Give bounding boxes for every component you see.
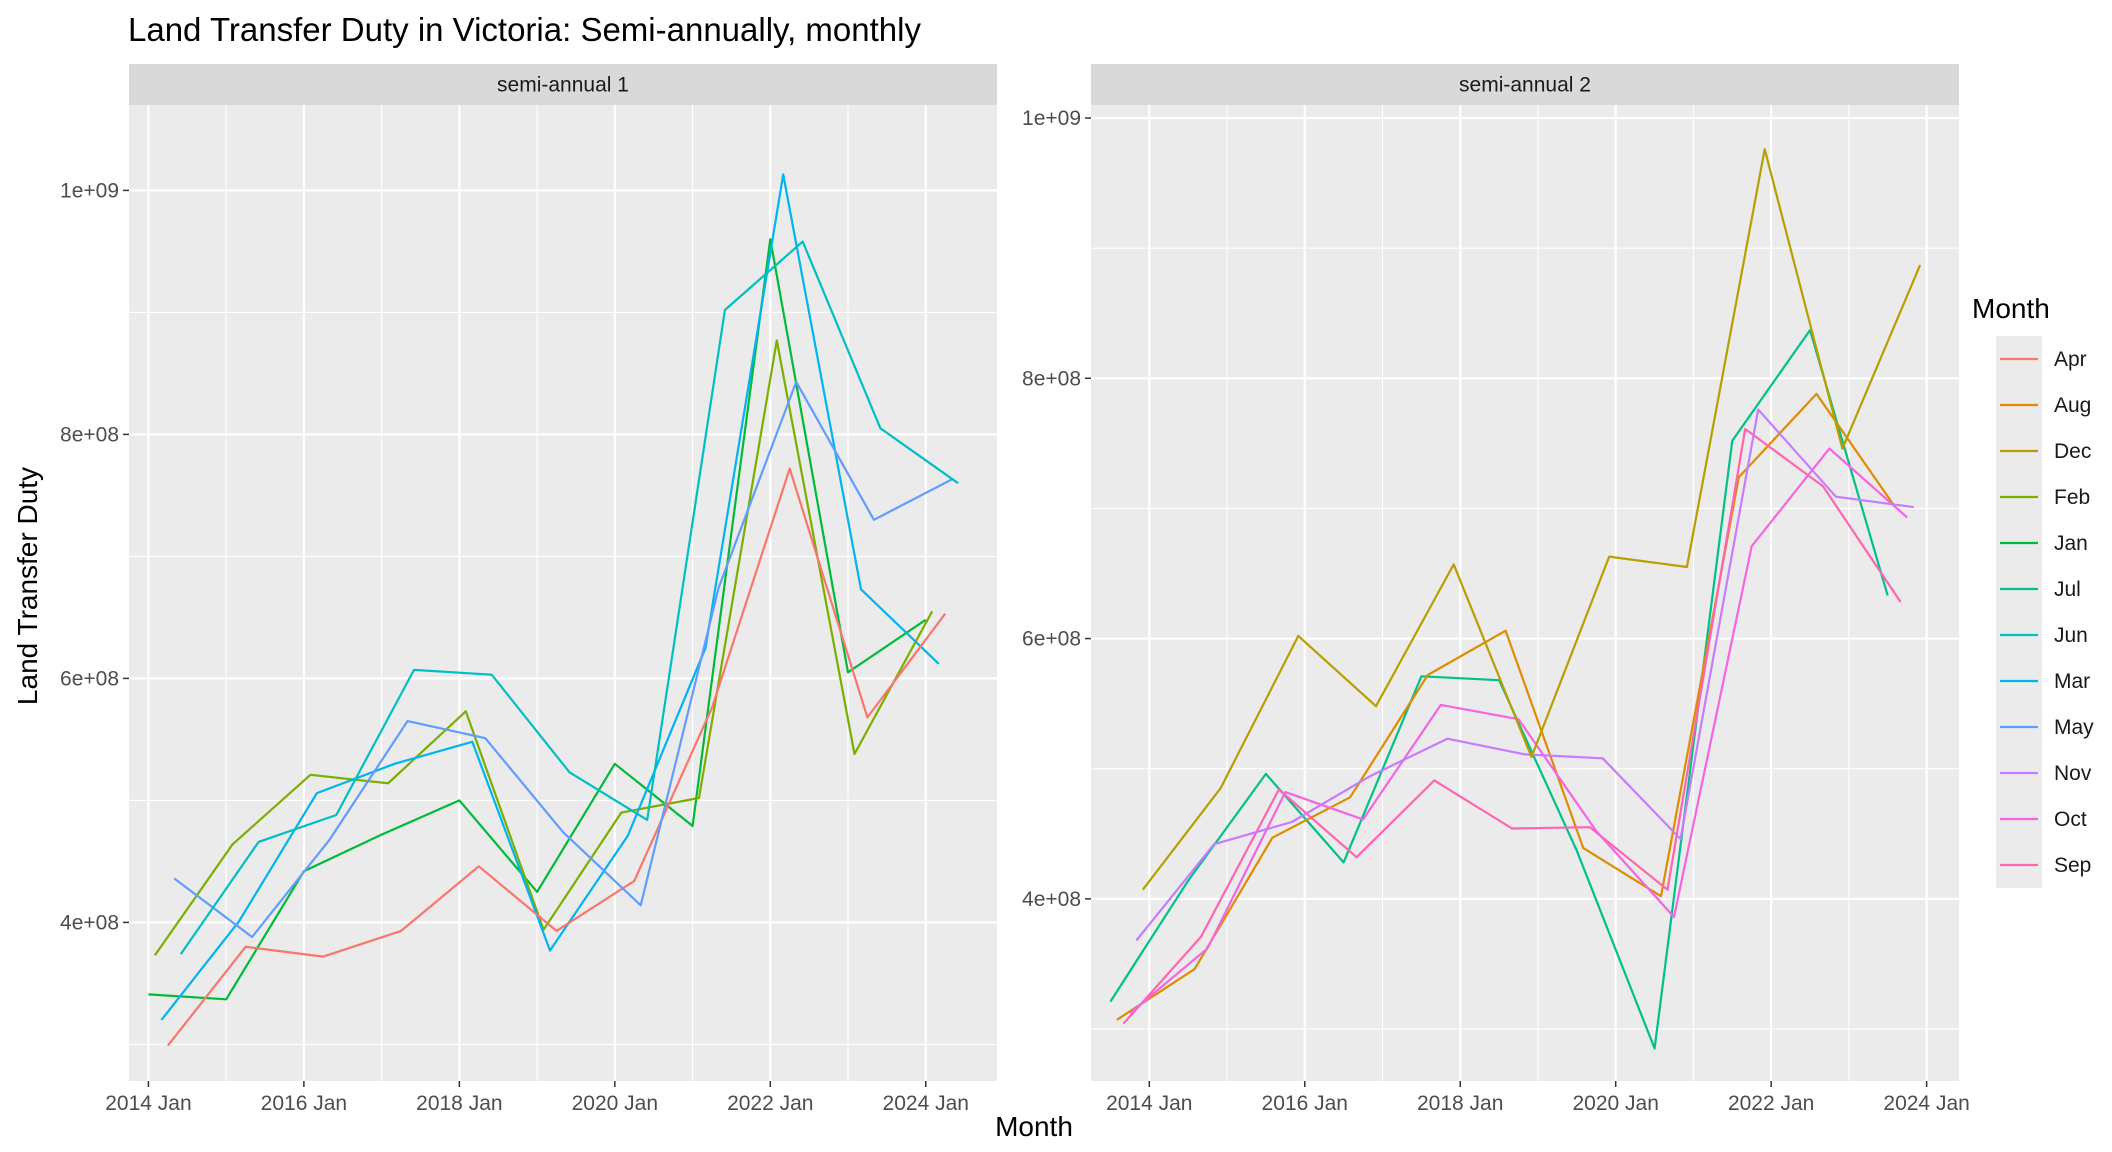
x-tick-label: 2022 Jan [727,1092,813,1115]
gridlines [1091,105,1959,1081]
x-tick-label: 2014 Jan [1106,1092,1192,1115]
x-tick-label: 2024 Jan [1883,1092,1969,1115]
legend: Month Apr Aug Dec Feb Jan Jul Jun Mar May Nov Oct S… [1972,293,2094,888]
legend-label-dec: Dec [2054,440,2091,463]
legend-label-jul: Jul [2054,578,2081,601]
y-tick-label: 6e+08 [1022,628,1081,651]
y-tick-label: 6e+08 [60,667,119,690]
panel-background [1091,105,1959,1081]
x-axis-title: Month [995,1111,1073,1142]
x-tick-label: 2016 Jan [261,1092,347,1115]
x-tick-label: 2020 Jan [1572,1092,1658,1115]
legend-label-mar: Mar [2054,670,2090,693]
y-tick-label: 1e+09 [60,179,119,202]
panel-background [129,105,997,1081]
legend-title: Month [1972,293,2050,324]
facet-strip [129,64,997,105]
legend-label-jun: Jun [2054,624,2088,647]
x-tick-label: 2014 Jan [105,1092,191,1115]
x-tick-label: 2020 Jan [572,1092,658,1115]
x-tick-label: 2024 Jan [883,1092,969,1115]
legend-label-sep: Sep [2054,854,2091,877]
y-axis-title: Land Transfer Duty [12,467,43,705]
series-lines [148,173,959,1047]
series-line-apr [167,467,947,1047]
x-tick-label: 2018 Jan [416,1092,502,1115]
series-line-sep [1122,427,1902,1025]
series-line-jun [179,240,959,955]
series-line-feb [153,339,934,956]
series-line-nov [1135,408,1914,942]
legend-label-may: May [2054,716,2094,739]
facet-strip-label: semi-annual 1 [497,74,629,97]
legend-label-apr: Apr [2054,348,2087,371]
series-line-mar [160,173,940,1021]
series-line-jul [1109,329,1889,1050]
series-line-may [173,380,953,939]
x-tick-label: 2018 Jan [1417,1092,1503,1115]
legend-key-background [1996,336,2042,888]
y-tick-label: 8e+08 [1022,367,1081,390]
chart-title: Land Transfer Duty in Victoria: Semi-ann… [128,11,921,48]
series-line-dec [1141,148,1922,891]
y-tick-label: 1e+09 [1022,107,1081,130]
x-tick-label: 2016 Jan [1262,1092,1348,1115]
gridlines [129,105,997,1081]
legend-label-feb: Feb [2054,486,2090,509]
chart-panels: semi-annual 1 4e+08 6e+08 8e+08 1e+09 2014 Ja… [60,64,1970,1115]
series-line-oct [1129,447,1908,1015]
series-line-aug [1116,392,1896,1021]
legend-label-jan: Jan [2054,532,2088,555]
y-tick-label: 4e+08 [1022,888,1081,911]
facet-strip [1091,64,1959,105]
series-lines [1109,148,1922,1050]
x-tick-label: 2022 Jan [1728,1092,1814,1115]
y-tick-label: 4e+08 [60,911,119,934]
legend-label-oct: Oct [2054,808,2087,831]
panel-2: semi-annual 2 4e+08 6e+08 8e+08 1e+09 2014 Ja… [1022,64,1970,1115]
facet-strip-label: semi-annual 2 [1459,74,1591,97]
legend-label-aug: Aug [2054,394,2091,417]
panel-1: semi-annual 1 4e+08 6e+08 8e+08 1e+09 2014 Ja… [60,64,997,1115]
legend-label-nov: Nov [2054,762,2092,785]
y-tick-label: 8e+08 [60,423,119,446]
